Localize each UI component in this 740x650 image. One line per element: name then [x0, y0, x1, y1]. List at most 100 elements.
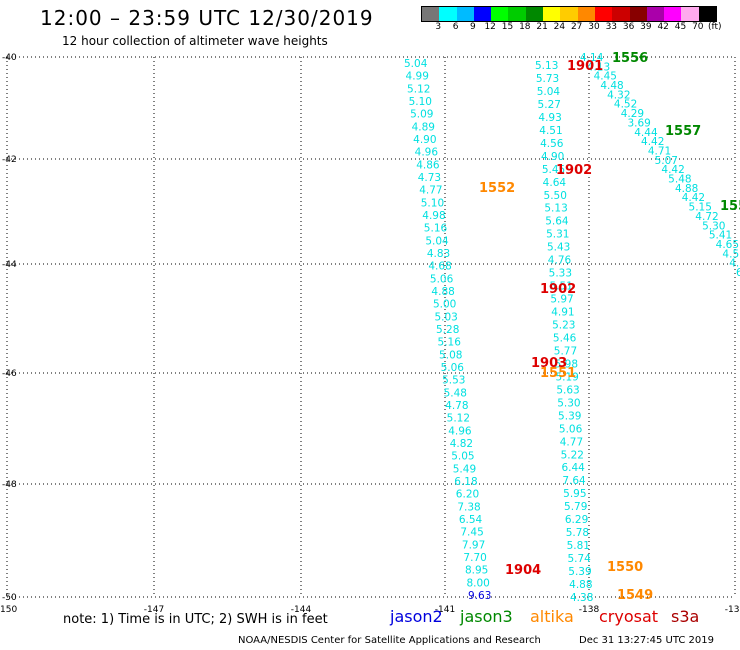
lon-label: -150 — [0, 605, 17, 615]
wave-height-value: 4.71 — [648, 145, 671, 157]
wave-height-value: 7.97 — [462, 539, 485, 551]
lon-label: -144 — [291, 605, 312, 615]
wave-height-value: 4.5 — [722, 248, 739, 260]
legend-swatch — [612, 7, 630, 21]
legend-tick-label: 6 — [452, 22, 459, 32]
wave-height-value: 5.31 — [546, 229, 569, 241]
wave-height-value: 4.14 — [580, 52, 604, 64]
axis-labels: -40 -42 -44 -46 -48 -50 -150 -147 -144 -141 -138 -1… — [0, 53, 740, 615]
wave-height-value: 5.05 — [451, 451, 474, 463]
legend-swatch — [681, 7, 699, 21]
legend-tick-label: 36 — [622, 22, 635, 32]
wave-height-value: 4.96 — [448, 425, 472, 437]
orbit-label: 1552 — [479, 181, 515, 196]
wave-height-value: 5.78 — [566, 527, 589, 539]
wave-height-value: 4.64 — [543, 177, 567, 189]
wave-height-value: 4.77 — [560, 436, 583, 448]
lat-label: -40 — [2, 53, 17, 63]
orbit-label: 1901 — [567, 59, 603, 74]
wave-height-value: 5.39 — [568, 566, 591, 578]
wave-height-value: 4.52 — [614, 99, 637, 111]
wave-height-value: 4.78 — [445, 400, 468, 412]
wave-height-value: 5.06 — [441, 362, 465, 374]
wave-height-value: 4.99 — [406, 71, 429, 83]
orbit-label: 1902 — [540, 282, 576, 297]
legend-swatch — [543, 7, 561, 21]
wave-height-value: 5.06 — [430, 273, 454, 285]
wave-height-value: 3.69 — [627, 117, 650, 129]
wave-height-value: 4.7 — [729, 258, 740, 270]
legend-swatch — [577, 7, 595, 21]
wave-height-value: 4.82 — [450, 438, 473, 450]
wave-height-value: 6.18 — [454, 476, 477, 488]
wave-height-value: 5.13 — [535, 60, 558, 72]
satellite-name: altika — [530, 607, 574, 626]
orbit-label: 1551 — [540, 366, 576, 381]
wave-height-value: 5.63 — [556, 384, 579, 396]
wave-height-value: 5.33 — [549, 268, 572, 280]
color-legend — [421, 6, 718, 22]
wave-height-value: 4.89 — [412, 121, 435, 133]
wave-height-value: 4.88 — [569, 579, 592, 591]
map-grid — [6, 56, 736, 598]
orbit-label: 1549 — [617, 588, 653, 603]
wave-height-value: 5.48 — [668, 174, 691, 186]
legend-tick-label: 9 — [470, 22, 476, 32]
wave-height-value: 4.96 — [415, 147, 439, 159]
wave-height-value: 8.00 — [466, 577, 489, 589]
map-subtitle: 12 hour collection of altimeter wave hei… — [62, 34, 328, 48]
lat-label: -44 — [2, 260, 17, 270]
legend-swatch — [664, 7, 682, 21]
legend-tick-label: 3 — [435, 22, 442, 32]
wave-height-value: 5.15 — [689, 202, 712, 214]
orbit-labels: 1556 1557 155 1901 1902 1902 1903 1904 1552 1551 1… — [479, 51, 740, 603]
legend-tick-label: 33 — [605, 22, 618, 32]
wave-height-value: 9.63 — [468, 590, 491, 602]
wave-height-value: 4.98 — [422, 210, 445, 222]
lat-label: -48 — [2, 480, 17, 490]
satellite-name: s3a — [671, 607, 700, 626]
legend-tick-labels: 3 6 9 12 15 18 21 24 27 30 33 36 39 42 45 70 — [421, 22, 740, 34]
wave-height-value: 5.28 — [436, 324, 459, 336]
wave-height-value: 6 — [736, 267, 740, 279]
wave-height-value: 4.88 — [431, 286, 454, 298]
wave-height-value: 4.42 — [641, 136, 664, 148]
legend-tick-label: 18 — [519, 22, 531, 32]
wave-height-value: 5.74 — [567, 553, 591, 565]
lon-label: -135 — [725, 605, 740, 615]
wave-height-value: 5.09 — [410, 109, 433, 121]
wave-height-value: 4.29 — [621, 108, 644, 120]
legend-swatch — [456, 7, 474, 21]
wave-height-value: 4.42 — [661, 164, 684, 176]
orbit-label: 1556 — [612, 51, 648, 66]
orbit-label: 1550 — [607, 560, 643, 575]
wave-height-value: 5.30 — [702, 220, 725, 232]
legend-swatch — [422, 7, 440, 21]
wave-height-value: 5.39 — [558, 410, 581, 422]
legend-unit: (ft) — [708, 22, 722, 32]
lon-label: -138 — [579, 605, 600, 615]
legend-swatch — [525, 7, 544, 21]
legend-tick-label: 30 — [588, 22, 600, 32]
wave-height-value: 4.32 — [607, 89, 630, 101]
wave-height-value: 5.77 — [554, 345, 577, 357]
legend-swatch — [508, 7, 526, 21]
wave-height-value: 6.44 — [561, 462, 585, 474]
wave-height-value: 5.12 — [447, 413, 470, 425]
wave-height-value: 5.41 — [709, 230, 732, 242]
wave-height-value: 5.48 — [444, 387, 467, 399]
wave-height-value: 4.90 — [541, 151, 564, 163]
wave-height-value: 5.08 — [439, 349, 462, 361]
legend-swatch — [629, 7, 647, 21]
legend-swatch — [698, 7, 717, 21]
wave-height-value: 5.22 — [561, 449, 584, 461]
wave-height-value: 4.90 — [413, 134, 436, 146]
wave-height-value: 5.81 — [567, 540, 590, 552]
wave-height-value: 5.10 — [421, 197, 444, 209]
wave-height-value: 5.06 — [559, 423, 583, 435]
wave-height-value: 8.95 — [465, 565, 488, 577]
wave-height-value: 5.46 — [553, 332, 577, 344]
wave-height-value: 5.03 — [434, 311, 457, 323]
wave-height-value: 5.04 — [537, 86, 561, 98]
